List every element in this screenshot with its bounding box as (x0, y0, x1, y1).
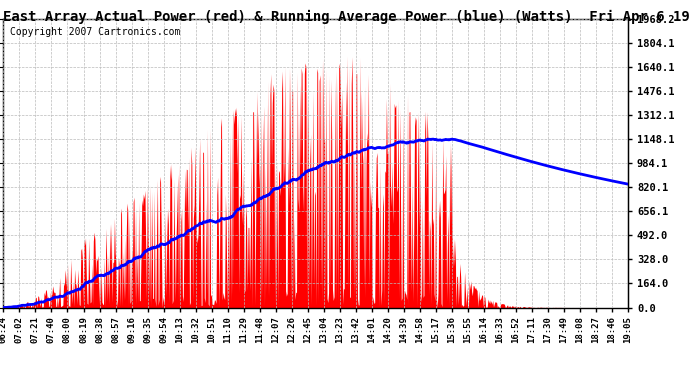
Text: East Array Actual Power (red) & Running Average Power (blue) (Watts)  Fri Apr 6 : East Array Actual Power (red) & Running … (3, 9, 690, 24)
Text: Copyright 2007 Cartronics.com: Copyright 2007 Cartronics.com (10, 27, 180, 38)
